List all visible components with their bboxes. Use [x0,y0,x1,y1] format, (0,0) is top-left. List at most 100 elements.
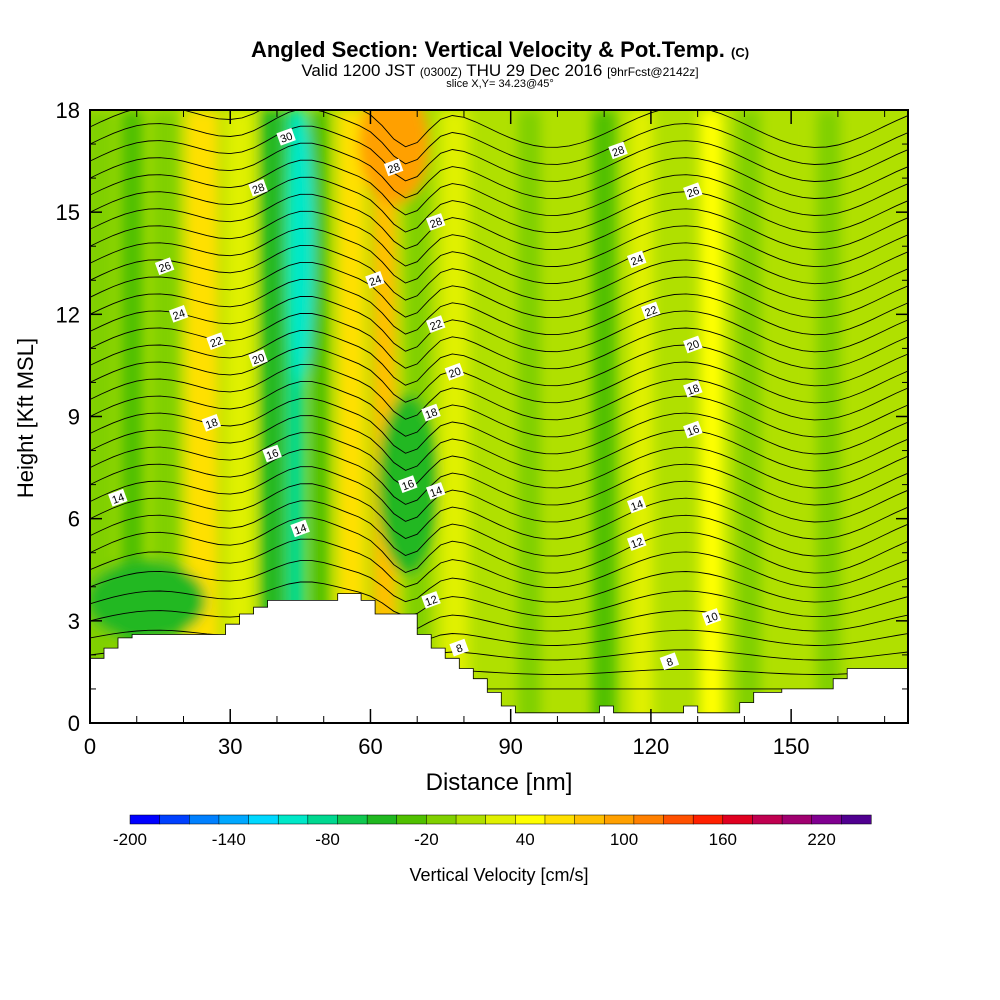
colorbar-swatch [841,814,872,825]
y-tick-label: 9 [68,405,80,430]
velocity-band [477,110,507,723]
contour-label-text: 30 [279,130,295,145]
contour-label-text: 16 [265,447,281,462]
contour-label-text: 12 [424,594,440,609]
contour-label: 10 [701,608,722,626]
velocity-downdraft-core [286,110,315,387]
x-tick-label: 60 [358,734,382,759]
y-tick-label: 3 [68,609,80,634]
contour-label-box [421,591,441,609]
contour-label-text: 8 [665,656,675,669]
y-tick-label: 18 [56,98,80,123]
theta-contour-line [90,125,908,182]
theta-contour-line [90,330,908,387]
theta-contour-line [90,581,908,618]
theta-contour-line [90,159,908,216]
velocity-band [260,110,284,723]
colorbar-swatch [603,814,635,825]
contour-label: 22 [206,332,226,350]
colorbar-tick-label: -140 [212,830,246,849]
colorbar-tick-label: -80 [315,830,340,849]
contour-label-text: 8 [455,642,465,655]
contour-label-text: 14 [428,485,444,500]
valid-time-line: Valid 1200 JST (0300Z) THU 29 Dec 2016 [… [0,61,1000,81]
y-tick-label: 15 [56,200,80,225]
contour-label-text: 14 [293,522,309,537]
colorbar-swatch [781,814,813,825]
contour-label-text: 28 [428,216,444,231]
contour-label-text: 26 [157,260,173,275]
contour-label-box [425,482,446,500]
valid-time-prefix: Valid 1200 JST [301,61,416,80]
theta-contour-line [90,313,908,370]
contour-label-text: 22 [643,304,659,319]
contour-label-text: 16 [686,423,702,438]
contour-label: 14 [425,482,446,500]
colorbar-label: Vertical Velocity [cm/s] [409,865,588,885]
contour-label-text: 20 [251,352,267,367]
contour-label: 28 [425,213,446,231]
velocity-updraft-core [358,110,429,205]
contour-label: 12 [626,533,647,551]
valid-time-date: THU 29 Dec 2016 [466,61,603,80]
contour-label: 12 [421,591,441,609]
terrain-profile [90,593,908,723]
theta-contour-line [90,560,908,603]
contour-label-box [108,488,128,507]
contour-label-text: 10 [704,611,720,626]
contour-label-text: 20 [686,338,702,353]
colorbar-swatch [396,814,427,825]
contour-label: 16 [683,420,703,439]
colorbar-swatch [574,814,605,825]
contour-label: 28 [608,141,628,160]
contour-label-box [168,304,189,323]
velocity-band [816,110,841,723]
theta-contour-line [90,210,908,268]
chart-title-line: Angled Section: Vertical Velocity & Pot.… [0,37,1000,63]
colorbar-swatch [544,814,576,825]
theta-contour-line [90,261,908,319]
contour-label-text: 28 [611,144,627,159]
colorbar: -200 -140 -80 -20 40 100 160 220 [113,814,872,849]
contour-label: 18 [201,413,222,432]
contour-label-box [262,444,282,463]
contour-label-box [425,213,446,231]
contour-label: 20 [683,335,703,354]
theta-contour-line [90,602,908,632]
chart-title-unit: (C) [731,45,750,60]
velocity-band [548,110,577,723]
colorbar-swatch [752,814,783,825]
contour-label-box [626,250,647,269]
contour-label: 26 [154,257,175,276]
slice-info: slice X,Y= 34.23@45° [446,78,554,90]
valid-time-utc: (0300Z) [419,65,462,79]
colorbar-swatch [189,814,220,825]
contour-label-text: 18 [204,417,220,432]
colorbar-swatch [218,814,250,825]
contour-label-text: 28 [386,161,402,176]
colorbar-tick-label: -200 [113,830,147,849]
contour-label-text: 12 [629,536,645,551]
theta-contour-line [90,364,908,421]
contour-label-box [444,362,465,381]
contour-label-text: 22 [428,318,444,333]
velocity-band [699,110,724,723]
colorbar-swatch [426,814,457,825]
contour-label-text: 14 [629,498,645,513]
theta-contour-line [90,432,908,489]
colorbar-swatch [663,814,694,825]
theta-contour-line [90,176,908,234]
theta-contour-line [90,347,908,404]
contour-label-text: 16 [400,478,416,493]
contour-label-box [206,332,226,350]
contour-label-box [683,420,703,439]
theta-contour-line [90,227,908,285]
contour-label: 24 [365,270,385,289]
contour-label-box [276,127,296,146]
contour-label: 24 [168,304,189,323]
contour-label-box [421,403,441,422]
contour-label-box [154,257,175,276]
contour-label: 20 [444,362,465,381]
colorbar-tick-label: 100 [610,830,638,849]
contour-label-box [383,158,404,177]
